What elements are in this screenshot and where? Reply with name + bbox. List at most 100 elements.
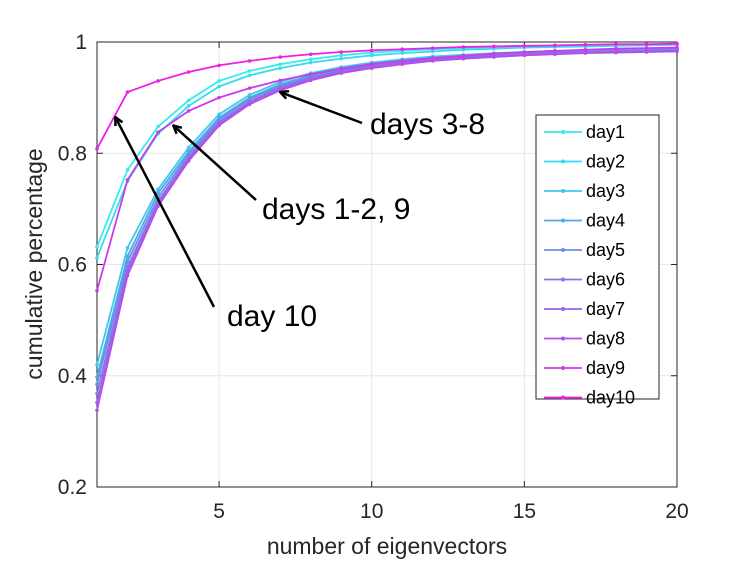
legend-marker xyxy=(561,159,565,164)
y-tick-label: 0.2 xyxy=(58,476,87,499)
y-axis-title: cumulative percentage xyxy=(21,148,47,379)
data-point xyxy=(308,57,313,62)
series-line-day8 xyxy=(96,50,678,411)
data-point xyxy=(339,71,344,75)
data-point xyxy=(400,51,405,55)
data-point xyxy=(369,53,374,58)
legend-marker xyxy=(561,395,565,400)
x-axis-title: number of eigenvectors xyxy=(267,533,507,559)
series-day9 xyxy=(95,45,679,293)
data-point xyxy=(278,78,282,83)
legend-marker xyxy=(561,366,565,370)
data-point xyxy=(614,50,618,55)
series-line-day9 xyxy=(96,46,678,291)
data-point xyxy=(461,45,466,49)
x-tick-label: 20 xyxy=(665,500,688,523)
data-point xyxy=(400,62,405,67)
legend-label: day5 xyxy=(586,240,625,260)
data-point xyxy=(156,204,160,208)
data-point xyxy=(369,48,374,53)
annotation-arrow xyxy=(115,117,216,308)
data-point xyxy=(614,42,618,47)
y-tick-label: 0.8 xyxy=(58,142,87,165)
data-point xyxy=(308,72,313,77)
data-point xyxy=(156,124,160,129)
data-point xyxy=(156,191,160,196)
y-tick-label: 0.6 xyxy=(58,254,87,277)
data-point xyxy=(125,246,130,250)
data-point xyxy=(308,60,313,65)
data-point xyxy=(125,90,130,94)
data-point xyxy=(522,44,527,48)
data-point xyxy=(400,59,405,63)
annotation-arrow xyxy=(173,125,257,201)
legend-label: day6 xyxy=(586,270,625,290)
legend-item: day8 xyxy=(544,329,625,349)
data-point xyxy=(492,51,496,56)
legend-label: day4 xyxy=(586,211,625,231)
data-point xyxy=(583,42,588,47)
data-point xyxy=(186,109,191,113)
data-point xyxy=(339,66,344,71)
y-tick-label: 1 xyxy=(75,31,87,54)
axis-ticks: 5 10 15 20 0.2 0.4 0.6 0.8 1 xyxy=(58,31,689,523)
data-point xyxy=(461,47,466,52)
legend-item: day4 xyxy=(544,211,625,231)
data-point xyxy=(675,41,679,46)
data-point xyxy=(369,66,374,70)
legend-label: day2 xyxy=(586,152,625,172)
data-point xyxy=(217,84,221,89)
data-point xyxy=(247,86,252,90)
data-point xyxy=(522,50,527,54)
data-point xyxy=(95,382,99,386)
legend-label: day1 xyxy=(586,122,625,142)
data-point xyxy=(247,59,252,63)
data-point xyxy=(369,62,374,67)
data-point xyxy=(461,56,466,61)
data-point xyxy=(583,51,588,55)
data-point xyxy=(95,391,99,396)
data-point xyxy=(430,46,435,50)
data-point xyxy=(339,53,344,58)
data-point xyxy=(492,44,496,49)
legend-marker xyxy=(561,130,565,134)
annotation-label: days 3-8 xyxy=(370,108,485,141)
x-tick-label: 10 xyxy=(360,500,383,523)
legend-item: day9 xyxy=(544,358,625,378)
legend-item: day1 xyxy=(544,122,625,142)
data-point xyxy=(156,79,160,83)
legend-item: day6 xyxy=(544,270,625,290)
data-point xyxy=(278,55,282,59)
legend-marker xyxy=(561,248,565,252)
data-point xyxy=(675,45,679,50)
data-point xyxy=(583,47,588,52)
data-point xyxy=(553,52,557,57)
data-point xyxy=(308,78,313,83)
data-point xyxy=(492,55,496,59)
legend-label: day9 xyxy=(586,358,625,378)
legend-marker xyxy=(561,277,565,282)
data-point xyxy=(247,93,252,97)
data-point xyxy=(522,53,527,58)
legend-label: day8 xyxy=(586,329,625,349)
data-point xyxy=(217,95,221,100)
data-point xyxy=(125,178,130,182)
legend-item: day10 xyxy=(544,388,635,408)
data-point xyxy=(95,288,99,293)
legend-label: day10 xyxy=(586,388,635,408)
data-point xyxy=(186,98,191,103)
data-point xyxy=(217,123,221,128)
data-point xyxy=(156,130,160,134)
legend-item: day3 xyxy=(544,181,625,201)
series-day8 xyxy=(95,49,679,413)
data-point xyxy=(217,63,221,68)
data-point xyxy=(95,408,99,413)
data-point xyxy=(644,50,649,54)
data-point xyxy=(186,145,191,150)
data-point xyxy=(553,49,557,53)
series-day10 xyxy=(95,41,679,151)
data-point xyxy=(125,254,130,258)
data-point xyxy=(339,56,344,61)
data-point xyxy=(278,62,282,67)
